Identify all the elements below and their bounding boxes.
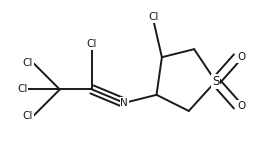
Text: Cl: Cl [87,39,97,49]
Text: N: N [121,98,128,108]
Text: O: O [237,101,245,111]
Text: Cl: Cl [17,85,28,94]
Text: Cl: Cl [23,58,33,68]
Text: Cl: Cl [149,12,159,22]
Text: S: S [212,75,219,88]
Text: Cl: Cl [23,111,33,121]
Text: O: O [237,52,245,62]
